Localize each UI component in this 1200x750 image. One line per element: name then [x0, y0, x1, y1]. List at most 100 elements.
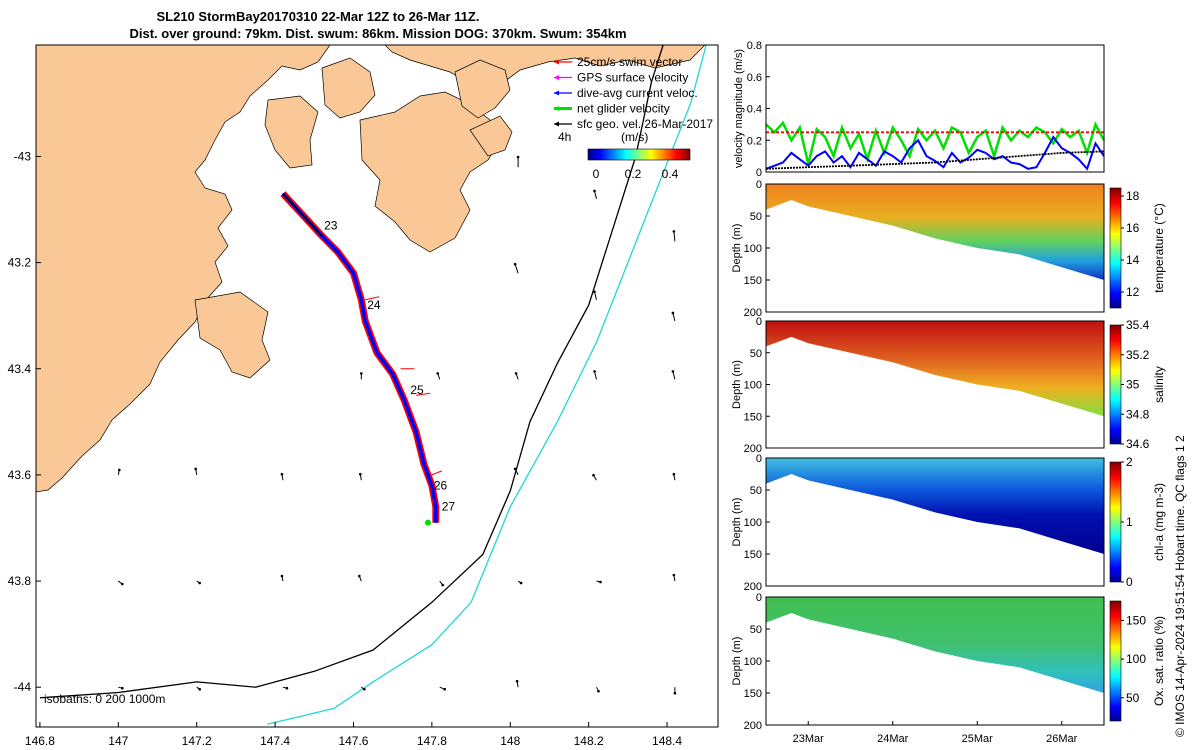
depth-y-tick-label: 0 — [756, 179, 762, 191]
velocity-arrow — [514, 264, 519, 274]
depth-y-axis-label: Depth (m) — [731, 637, 743, 686]
velocity-y-tick-label: 0.8 — [747, 40, 762, 52]
colorbar-tick-label: 1 — [1126, 515, 1133, 529]
colorbar-tick-1: 0.2 — [625, 167, 642, 181]
isobath-200m-line — [39, 44, 664, 699]
velocity-arrow-head — [121, 582, 124, 586]
map-y-tick-label: 43.8 — [8, 574, 32, 588]
isobath-note: isobaths: 0 200 1000m — [44, 692, 165, 706]
velocity-arrow-head — [593, 370, 596, 373]
depth-y-tick-label: 100 — [744, 517, 762, 529]
map-x-tick-label: 147.2 — [182, 734, 212, 748]
legend-label: sfc geo. vel. 26-Mar-2017 — [577, 117, 713, 131]
velocity-arrow-head — [519, 581, 523, 585]
velocity-y-tick-label: 0.4 — [747, 104, 762, 116]
colorbar-tick-label: 2 — [1126, 455, 1133, 469]
velocity-arrow-head — [280, 574, 284, 578]
depth-y-axis-label: Depth (m) — [731, 498, 743, 547]
colorbar-tick-label: 18 — [1126, 189, 1140, 203]
velocity-arrow — [673, 231, 676, 242]
depth-y-tick-label: 200 — [744, 443, 762, 455]
map-axes: 146.8 147 147.2 147.4 147.6 147.8 148 148.2 148.… — [8, 149, 683, 748]
depth-section-fill — [766, 458, 1104, 554]
depth-colorbar — [1109, 324, 1122, 445]
legend-arrow-head — [554, 106, 559, 111]
day-label: 24 — [367, 298, 381, 312]
velocity-arrow-head — [514, 372, 518, 375]
map-x-tick-label: 147 — [108, 734, 128, 748]
velocity-arrow — [594, 291, 597, 300]
velocity-arrow-head — [597, 689, 600, 693]
colorbar-tick-label: 14 — [1126, 253, 1140, 267]
depth-y-tick-label: 150 — [744, 688, 762, 700]
depth-y-tick-label: 0 — [756, 316, 762, 328]
map-legend: 25cm/s swim vector GPS surface velocitydi… — [554, 55, 713, 131]
legend-arrow-head — [554, 59, 559, 65]
map-y-tick-label: 43.2 — [8, 256, 32, 270]
depth-y-tick-label: 50 — [750, 485, 762, 497]
velocity-arrow-head — [198, 687, 202, 691]
velocity-arrow-head — [194, 467, 198, 471]
colorbar-label: chl-a (mg m-3) — [1152, 483, 1166, 561]
depth-y-tick-label: 150 — [744, 411, 762, 423]
speed-colorbar: 4h (m/s) 0 0.2 0.4 — [558, 130, 691, 181]
land-polygon — [321, 57, 376, 119]
map-frame — [35, 44, 719, 728]
day-labels: 23 24 25 26 27 — [324, 218, 455, 513]
map-x-tick-label: 146.8 — [25, 734, 55, 748]
depth-y-tick-label: 200 — [744, 720, 762, 732]
velocity-arrow-head — [443, 687, 447, 691]
day-label: 27 — [442, 500, 456, 514]
colorbar-label: salinity — [1152, 366, 1166, 403]
colorbar-tick-label: 0 — [1126, 575, 1133, 589]
velocity-arrow — [594, 190, 597, 200]
depth-y-tick-label: 150 — [744, 549, 762, 561]
velocity-arrow-head — [441, 583, 445, 587]
velocity-arrow — [672, 312, 676, 322]
land-polygon — [454, 59, 511, 119]
depth-colorbar — [1109, 600, 1122, 722]
depth-y-tick-label: 0 — [756, 592, 762, 604]
velocity-arrow-head — [593, 290, 596, 294]
colorbar-label: Ox. sat. ratio (%) — [1152, 616, 1166, 706]
land-polygon — [359, 91, 501, 253]
colorbar-label: temperature (°C) — [1152, 203, 1166, 293]
colorbar-tick-2: 0.4 — [662, 167, 679, 181]
depth-y-tick-label: 50 — [750, 211, 762, 223]
time-x-tick-label: 25Mar — [962, 733, 994, 745]
day-label: 23 — [324, 218, 338, 232]
swim-vector — [365, 296, 380, 301]
depth-section-fill — [766, 321, 1104, 417]
colorbar-gradient — [587, 148, 691, 161]
legend-label: net glider velocity — [577, 102, 670, 116]
glider-track — [280, 191, 443, 526]
velocity-arrow-head — [285, 686, 289, 690]
colorbar-tick-label: 34.8 — [1126, 407, 1150, 421]
velocity-panel-bg — [766, 45, 1104, 172]
isobath-1000m-line — [267, 44, 707, 725]
land-areas — [35, 44, 706, 493]
legend-arrow-head — [554, 90, 559, 96]
legend-arrow-head — [554, 75, 559, 80]
depth-y-axis-label: Depth (m) — [731, 360, 743, 409]
velocity-arrow-head — [198, 581, 202, 585]
time-x-tick-label: 23Mar — [793, 733, 825, 745]
chart-title-line1: SL210 StormBay20170310 22-Mar 12Z to 26-… — [156, 9, 479, 24]
velocity-y-tick-label: 0.6 — [747, 72, 762, 84]
velocity-arrow-head — [599, 580, 602, 584]
time-x-tick-label: 24Mar — [877, 733, 909, 745]
map-y-tick-label: -43 — [14, 149, 32, 163]
velocity-arrow-head — [515, 679, 519, 683]
velocity-arrow-head — [436, 372, 440, 375]
colorbar-tick-label: 35 — [1126, 378, 1140, 392]
legend-label: GPS surface velocity — [577, 71, 688, 85]
velocity-arrow — [594, 371, 597, 380]
velocity-series-line — [765, 120, 1106, 165]
imos-copyright-note: © IMOS 14-Apr-2024 19:51:54 Hobart time.… — [1173, 435, 1187, 737]
colorbar-tick-label: 16 — [1126, 221, 1140, 235]
colorbar-tick-label: 12 — [1126, 285, 1140, 299]
legend-arrow-head — [554, 121, 559, 127]
depth-y-tick-label: 100 — [744, 243, 762, 255]
